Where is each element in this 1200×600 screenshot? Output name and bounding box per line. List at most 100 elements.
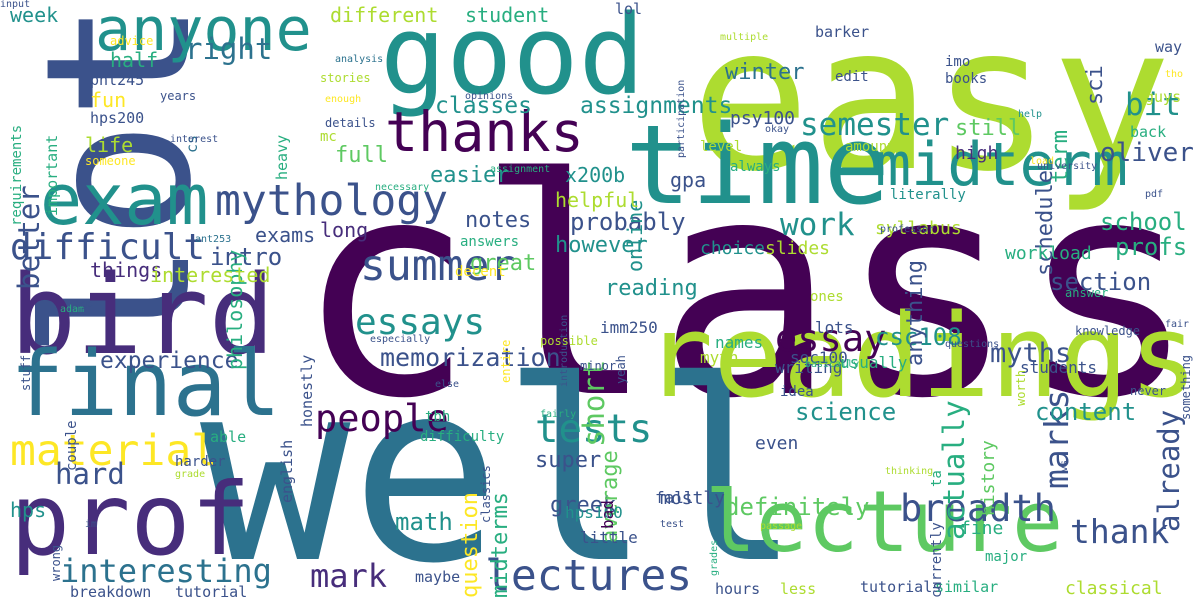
word-student: student xyxy=(465,3,550,27)
word-help: help xyxy=(1018,109,1043,120)
word-wrong: wrong xyxy=(49,544,63,581)
word-imm250: imm250 xyxy=(600,318,658,337)
word-intro: intro xyxy=(210,243,283,271)
word-professor: professor xyxy=(880,224,935,235)
word-csc108: csc108 xyxy=(875,323,962,351)
word-harder: harder xyxy=(175,454,226,470)
word-time: time xyxy=(625,101,890,229)
word-soc100: soc100 xyxy=(790,348,848,367)
word-else: else xyxy=(435,379,460,390)
word-well: well xyxy=(200,327,803,600)
word-still: still xyxy=(955,116,1022,141)
word-requirements: requirements xyxy=(9,124,25,226)
word-years: years xyxy=(160,89,197,103)
word-worth: worth xyxy=(1014,369,1028,406)
word-mark: mark xyxy=(310,557,388,595)
word-semester: semester xyxy=(800,107,950,143)
word-im: im xyxy=(85,519,98,530)
word-advice: advice xyxy=(110,34,154,48)
word-participation: participation xyxy=(676,79,687,158)
word-basically: basically xyxy=(805,359,860,370)
word-couple: couple xyxy=(64,420,80,471)
word-never: never xyxy=(1130,384,1167,398)
word-classics: classics xyxy=(479,465,493,523)
word-lol: lol xyxy=(615,0,643,18)
word-hps: hps xyxy=(10,498,47,522)
word-x200b: x200b xyxy=(565,163,626,187)
word-definitely: definitely xyxy=(725,493,870,521)
word-winter: winter xyxy=(725,60,805,85)
word-memorization: memorization xyxy=(380,343,561,372)
word-myths: myths xyxy=(990,338,1072,369)
word-way: way xyxy=(1155,38,1183,56)
word-usually: usually xyxy=(840,353,908,372)
word-grades: grades xyxy=(709,539,720,576)
word-multiple: multiple xyxy=(720,32,769,43)
word-knowledge: knowledge xyxy=(1075,324,1141,338)
word-classical: classical xyxy=(1065,578,1163,599)
word-sci: sci xyxy=(1083,65,1108,105)
word-amount: amount xyxy=(845,139,896,155)
word-similar: similar xyxy=(935,578,999,596)
word-something: something xyxy=(1179,354,1193,420)
word-psy100: psy100 xyxy=(730,108,796,129)
word-heavy: heavy xyxy=(273,134,291,180)
word-thank: thank xyxy=(1070,512,1170,551)
word-ago: ago xyxy=(75,299,94,310)
word-material: material xyxy=(10,426,218,476)
word-choice: choice xyxy=(700,238,766,259)
word-maybe: maybe xyxy=(415,568,461,586)
word-back: back xyxy=(1130,123,1167,141)
word-anything: anything xyxy=(903,260,928,366)
word-probably: probably xyxy=(570,208,686,236)
word-especially: especially xyxy=(370,334,431,345)
word-yeah: yeah xyxy=(614,355,628,384)
word-tutorial: tutorial xyxy=(175,583,248,600)
word-slides: slides xyxy=(765,238,831,259)
word-prof: prof xyxy=(10,461,251,578)
word-edit: edit xyxy=(835,69,869,85)
word-minor: minor xyxy=(580,359,617,373)
word-fall: fall xyxy=(655,488,694,507)
word-university: university xyxy=(1037,161,1098,172)
word-people: people xyxy=(315,397,449,440)
word-details: details xyxy=(325,116,376,130)
word-passage: passage xyxy=(760,521,803,532)
word-week: week xyxy=(10,3,59,27)
word-experience: experience xyxy=(100,348,239,374)
word-workload: workload xyxy=(1005,243,1092,264)
word-however: however xyxy=(555,233,648,258)
word-guys: guys xyxy=(1145,88,1182,106)
word-entire: entire xyxy=(499,339,513,383)
word-adam: adam xyxy=(60,304,85,315)
word-good: good xyxy=(380,0,645,119)
word-content: content xyxy=(1035,398,1137,426)
word-interesting: interesting xyxy=(60,552,272,590)
word-phl245: phl245 xyxy=(90,71,145,89)
word-pdf: pdf xyxy=(1145,189,1164,200)
word-ta: ta xyxy=(929,470,945,487)
word-opinions: opinions xyxy=(465,91,514,102)
word-life: life xyxy=(85,133,134,157)
word-lecture: lecture xyxy=(705,473,1064,572)
word-barker: barker xyxy=(815,23,870,41)
word-bad: bad xyxy=(598,500,617,529)
word-tbh: tbh xyxy=(425,409,451,425)
word-answers: answers xyxy=(460,234,520,250)
word-exams: exams xyxy=(255,223,316,247)
word-introduction: introduction xyxy=(559,314,570,387)
word-midterm: midterm xyxy=(875,130,1128,200)
word-fair: fair xyxy=(1165,319,1190,330)
word-little: little xyxy=(580,528,638,547)
word-super: super xyxy=(535,448,602,473)
word-different: different xyxy=(330,3,439,27)
word-someone: someone xyxy=(85,154,136,168)
word-load: load xyxy=(1030,156,1055,167)
word-less: less xyxy=(780,580,817,598)
word-profs: profs xyxy=(1115,233,1188,261)
word-high: high xyxy=(955,143,999,164)
word-difficulty: difficulty xyxy=(420,429,505,445)
word-mostly: mostly xyxy=(660,488,726,509)
word-class: class xyxy=(294,115,1198,464)
word-already: already xyxy=(1152,409,1186,532)
